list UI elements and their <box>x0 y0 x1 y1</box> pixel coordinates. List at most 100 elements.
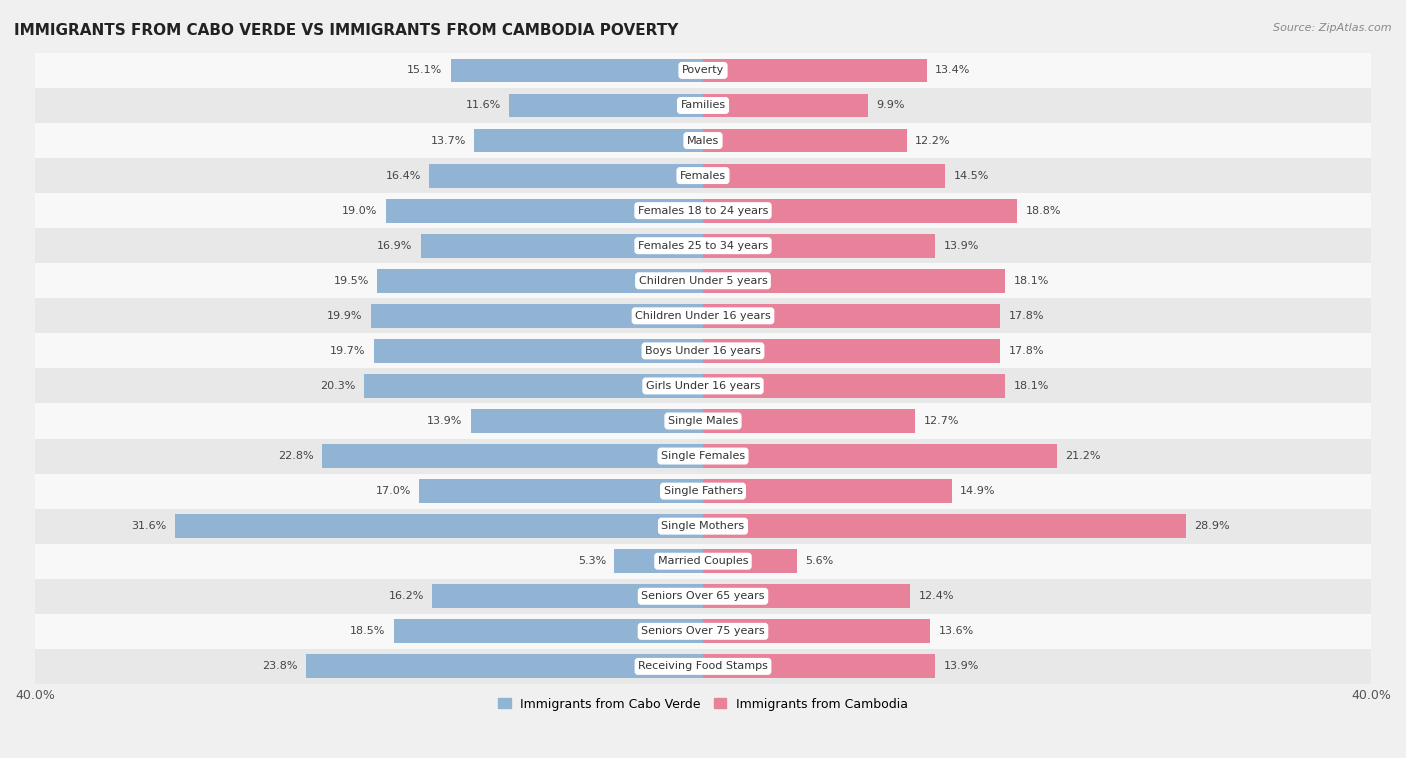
Text: 17.0%: 17.0% <box>375 486 411 496</box>
Bar <box>35 509 1371 543</box>
Bar <box>35 123 1371 158</box>
Bar <box>371 304 703 327</box>
Bar <box>703 199 1017 223</box>
Bar <box>433 584 703 608</box>
Text: 12.2%: 12.2% <box>915 136 950 146</box>
Bar <box>471 409 703 433</box>
Bar <box>703 339 1000 363</box>
Bar <box>35 368 1371 403</box>
Text: 28.9%: 28.9% <box>1194 522 1230 531</box>
Bar <box>35 299 1371 334</box>
Text: Seniors Over 65 years: Seniors Over 65 years <box>641 591 765 601</box>
Text: 18.8%: 18.8% <box>1025 205 1062 216</box>
Bar <box>703 269 1005 293</box>
Bar <box>176 514 703 538</box>
Bar <box>703 58 927 83</box>
Bar <box>394 619 703 644</box>
Bar <box>35 439 1371 474</box>
Bar <box>614 550 703 573</box>
Bar <box>35 88 1371 123</box>
Text: 13.4%: 13.4% <box>935 65 970 76</box>
Text: 19.9%: 19.9% <box>326 311 363 321</box>
Bar <box>322 444 703 468</box>
Text: 12.7%: 12.7% <box>924 416 959 426</box>
Text: 16.2%: 16.2% <box>388 591 425 601</box>
Bar <box>35 228 1371 263</box>
Bar <box>703 514 1185 538</box>
Text: Families: Families <box>681 101 725 111</box>
Bar <box>377 269 703 293</box>
Text: 18.5%: 18.5% <box>350 626 385 636</box>
Text: Females 18 to 24 years: Females 18 to 24 years <box>638 205 768 216</box>
Bar <box>35 649 1371 684</box>
Text: Single Fathers: Single Fathers <box>664 486 742 496</box>
Text: 19.5%: 19.5% <box>333 276 368 286</box>
Text: Females: Females <box>681 171 725 180</box>
Text: 14.9%: 14.9% <box>960 486 995 496</box>
Text: Single Males: Single Males <box>668 416 738 426</box>
Text: 13.9%: 13.9% <box>943 662 979 672</box>
Bar <box>35 334 1371 368</box>
Bar <box>451 58 703 83</box>
Text: 19.7%: 19.7% <box>330 346 366 356</box>
Text: 17.8%: 17.8% <box>1008 311 1045 321</box>
Bar <box>420 233 703 258</box>
Text: 21.2%: 21.2% <box>1066 451 1101 461</box>
Text: 13.9%: 13.9% <box>427 416 463 426</box>
Text: 18.1%: 18.1% <box>1014 381 1049 391</box>
Bar <box>509 93 703 117</box>
Text: 31.6%: 31.6% <box>132 522 167 531</box>
Text: 9.9%: 9.9% <box>877 101 905 111</box>
Text: 11.6%: 11.6% <box>465 101 501 111</box>
Bar <box>703 409 915 433</box>
Bar <box>419 479 703 503</box>
Text: Receiving Food Stamps: Receiving Food Stamps <box>638 662 768 672</box>
Text: Single Mothers: Single Mothers <box>661 522 745 531</box>
Bar <box>703 93 869 117</box>
Bar <box>703 584 910 608</box>
Bar <box>703 164 945 187</box>
Bar <box>35 614 1371 649</box>
Bar <box>429 164 703 187</box>
Bar <box>35 474 1371 509</box>
Bar <box>703 374 1005 398</box>
Text: Children Under 16 years: Children Under 16 years <box>636 311 770 321</box>
Bar <box>35 53 1371 88</box>
Legend: Immigrants from Cabo Verde, Immigrants from Cambodia: Immigrants from Cabo Verde, Immigrants f… <box>494 693 912 716</box>
Bar <box>35 403 1371 439</box>
Text: Single Females: Single Females <box>661 451 745 461</box>
Bar <box>703 444 1057 468</box>
Text: Children Under 5 years: Children Under 5 years <box>638 276 768 286</box>
Text: IMMIGRANTS FROM CABO VERDE VS IMMIGRANTS FROM CAMBODIA POVERTY: IMMIGRANTS FROM CABO VERDE VS IMMIGRANTS… <box>14 23 679 38</box>
Text: 13.6%: 13.6% <box>938 626 974 636</box>
Bar <box>703 550 797 573</box>
Text: 18.1%: 18.1% <box>1014 276 1049 286</box>
Text: Married Couples: Married Couples <box>658 556 748 566</box>
Text: Females 25 to 34 years: Females 25 to 34 years <box>638 241 768 251</box>
Text: 12.4%: 12.4% <box>918 591 953 601</box>
Bar <box>385 199 703 223</box>
Text: 16.4%: 16.4% <box>385 171 420 180</box>
Text: 13.7%: 13.7% <box>430 136 465 146</box>
Text: 16.9%: 16.9% <box>377 241 412 251</box>
Text: 19.0%: 19.0% <box>342 205 377 216</box>
Text: Girls Under 16 years: Girls Under 16 years <box>645 381 761 391</box>
Bar <box>703 129 907 152</box>
Text: 17.8%: 17.8% <box>1008 346 1045 356</box>
Bar <box>35 263 1371 299</box>
Text: 22.8%: 22.8% <box>278 451 314 461</box>
Text: Seniors Over 75 years: Seniors Over 75 years <box>641 626 765 636</box>
Bar <box>35 543 1371 579</box>
Text: 5.6%: 5.6% <box>804 556 834 566</box>
Bar <box>474 129 703 152</box>
Text: 5.3%: 5.3% <box>578 556 606 566</box>
Bar <box>35 193 1371 228</box>
Bar <box>703 233 935 258</box>
Bar <box>703 304 1000 327</box>
Text: Poverty: Poverty <box>682 65 724 76</box>
Text: Males: Males <box>688 136 718 146</box>
Text: 15.1%: 15.1% <box>408 65 443 76</box>
Bar <box>374 339 703 363</box>
Text: 20.3%: 20.3% <box>321 381 356 391</box>
Text: 13.9%: 13.9% <box>943 241 979 251</box>
